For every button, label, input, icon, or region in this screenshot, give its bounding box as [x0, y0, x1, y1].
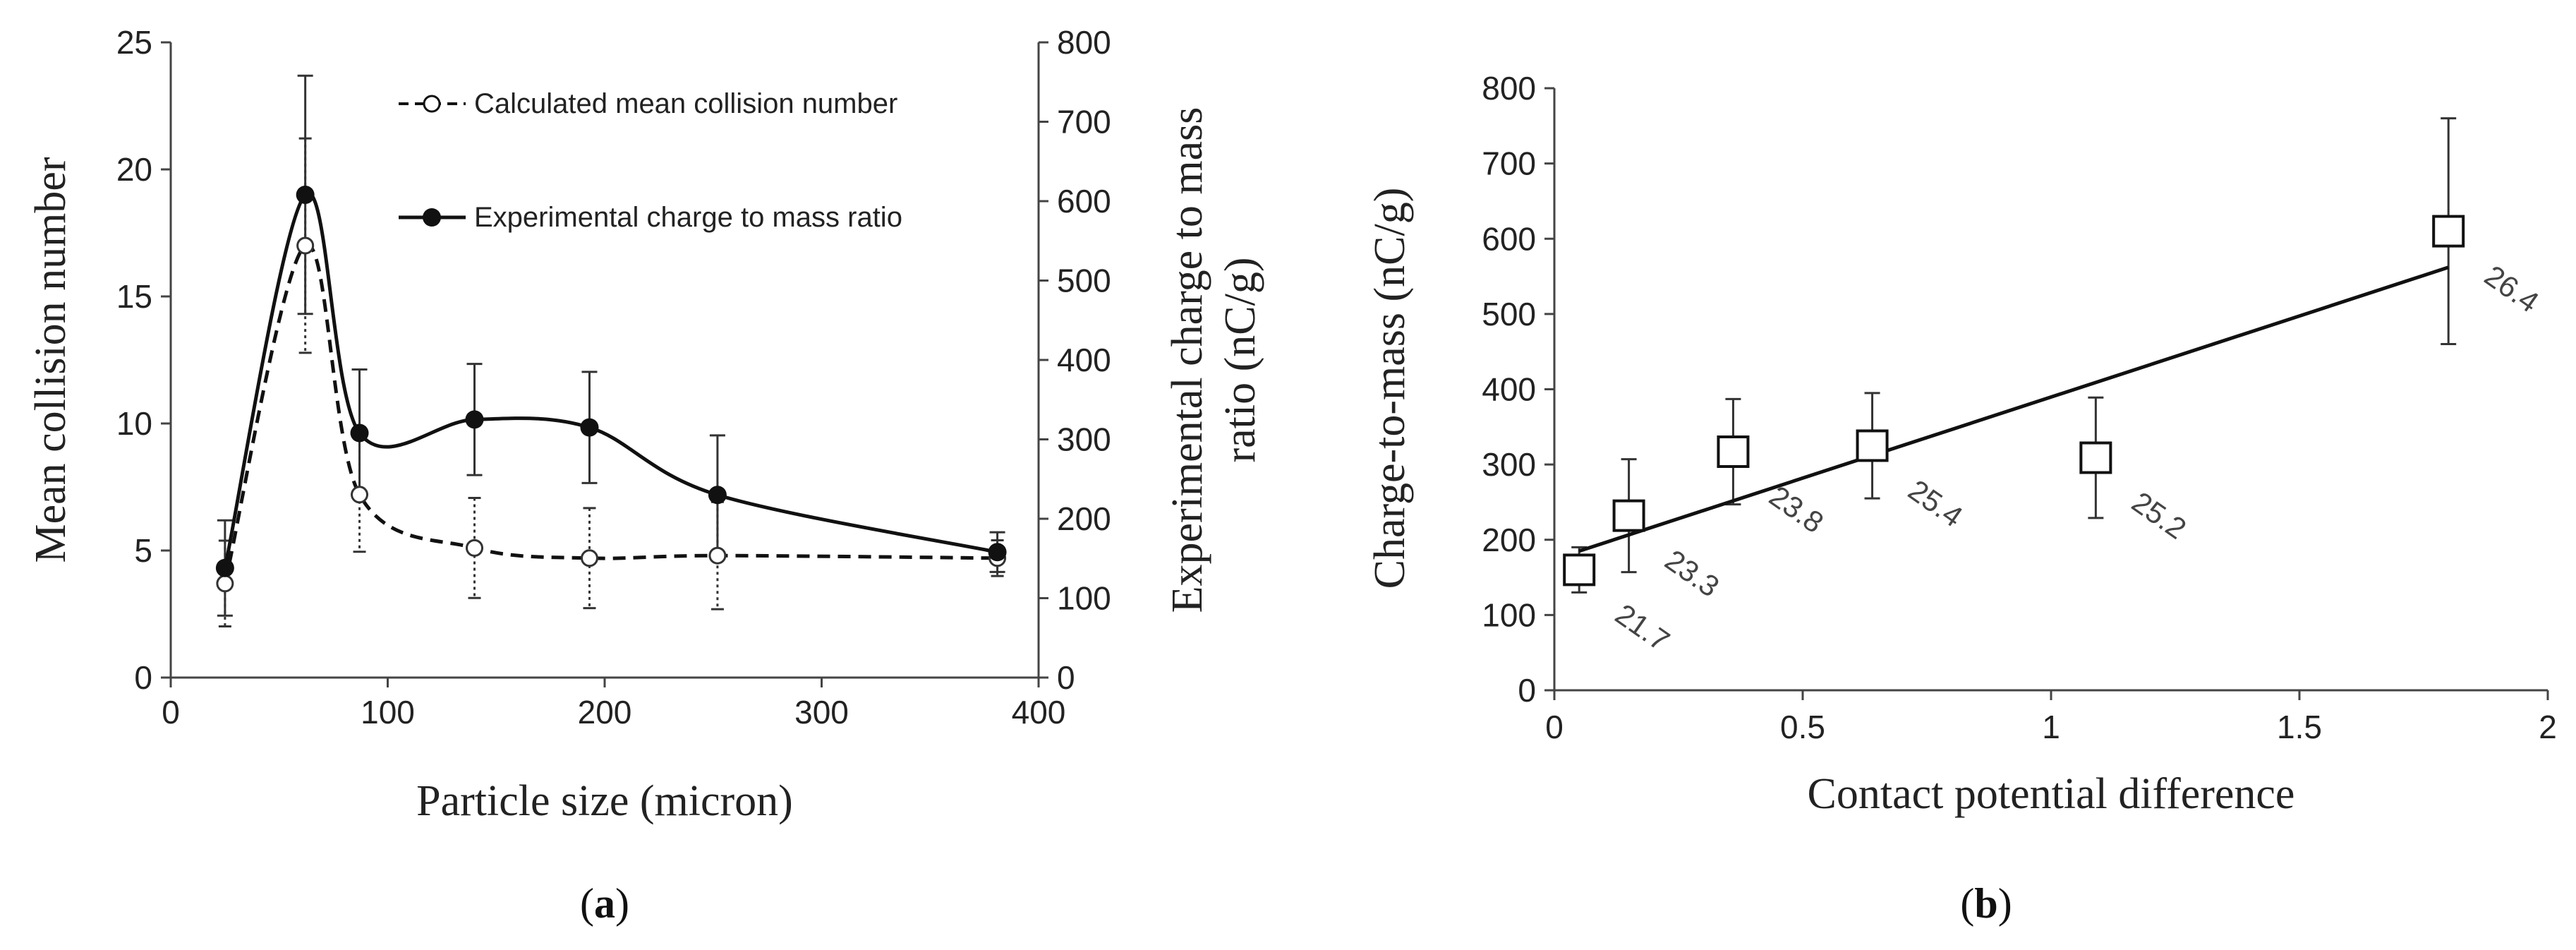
chart-a-x-title: Particle size (micron)	[416, 777, 793, 825]
chart-a-right-tick-label: 300	[1057, 421, 1111, 458]
chart-b-point	[1856, 429, 1889, 462]
legend-label-calculated: Calculated mean collision number	[474, 88, 897, 119]
chart-a-right-tick-label: 600	[1057, 183, 1111, 220]
chart-a-series1-point	[466, 539, 483, 557]
chart-b-point-label: 23.3	[1659, 543, 1725, 603]
chart-b-y-tick-label: 500	[1482, 296, 1536, 332]
legend-marker-calculated	[423, 95, 441, 113]
chart-a-x-tick-label: 0	[162, 694, 180, 730]
chart-b-y-tick-label: 300	[1482, 446, 1536, 483]
chart-a-right-tick-label: 700	[1057, 104, 1111, 140]
chart-a-right-tick-label: 200	[1057, 500, 1111, 537]
chart-b-point-label: 25.4	[1902, 473, 1969, 533]
chart-a-x-tick-label: 200	[578, 694, 632, 730]
panel-label-a: (a)	[580, 880, 629, 927]
chart-b-x-title: Contact potential difference	[1808, 770, 2295, 818]
chart-b-x-tick-label: 0.5	[1780, 709, 1825, 745]
chart-b-x-tick-label: 2	[2539, 709, 2557, 745]
chart-b-point-label: 21.7	[1609, 597, 1676, 657]
chart-b-y-tick-label: 200	[1482, 522, 1536, 558]
chart-b-x-tick-label: 0	[1545, 709, 1564, 745]
chart-a-right-y-title-line2: ratio (nC/g)	[1216, 258, 1264, 463]
chart-b-y-ticks: 0 100 200 300 400 500 600 700 800	[1482, 70, 1554, 709]
chart-a: 0 5 10 15 20 25 0 100 200 300 400 500 600 700 800 0 10…	[27, 24, 1264, 927]
chart-a-right-ticks: 0 100 200 300 400 500 600 700 800	[1039, 24, 1111, 696]
chart-b-errorbars	[1571, 117, 2457, 594]
chart-a-series2-point	[350, 423, 369, 443]
chart-b-point-label: 25.2	[2126, 485, 2192, 545]
chart-a-right-tick-label: 400	[1057, 342, 1111, 378]
chart-a-right-tick-label: 0	[1057, 659, 1075, 696]
chart-b-y-tick-label: 700	[1482, 145, 1536, 182]
chart-a-series1-point	[708, 546, 727, 565]
chart-a-left-tick-label: 20	[116, 151, 152, 188]
chart-b-y-tick-label: 400	[1482, 371, 1536, 408]
chart-b-point-label: 26.4	[2479, 258, 2545, 318]
panel-label-b-letter: b	[1974, 880, 1997, 927]
chart-a-series1-markers	[216, 236, 1007, 593]
chart-a-x-ticks: 0 100 200 300 400	[162, 678, 1065, 730]
chart-a-series1-point	[216, 575, 234, 593]
chart-a-left-tick-label: 25	[116, 24, 152, 61]
chart-a-left-tick-label: 0	[134, 659, 152, 696]
chart-a-right-y-title-line1: Experimental charge to mass	[1163, 107, 1211, 613]
chart-b-point	[2079, 441, 2112, 474]
chart-a-left-ticks: 0 5 10 15 20 25	[116, 24, 171, 696]
chart-a-series2-point	[296, 186, 315, 204]
chart-b-point	[2432, 215, 2465, 248]
chart-a-series1-point	[296, 236, 315, 255]
chart-b-trendline	[1578, 265, 2449, 553]
chart-a-x-tick-label: 300	[794, 694, 849, 730]
chart-a-x-tick-label: 100	[361, 694, 415, 730]
chart-b-y-tick-label: 0	[1518, 672, 1536, 709]
chart-a-series2-point	[708, 486, 727, 505]
chart-b-x-tick-label: 1.5	[2277, 709, 2322, 745]
chart-a-series1-point	[351, 486, 369, 504]
chart-a-series1-point	[580, 549, 598, 567]
chart-a-series2-point	[580, 418, 599, 437]
legend-label-experimental: Experimental charge to mass ratio	[474, 202, 902, 233]
chart-a-right-tick-label: 100	[1057, 580, 1111, 617]
chart-a-series2-point	[465, 410, 484, 429]
chart-a-series2-point	[215, 558, 234, 577]
chart-b-x-ticks: 0 0.5 1 1.5 2	[1545, 690, 2557, 745]
chart-b: 0 100 200 300 400 500 600 700 800 0 0.5 1 1.5 2 21.7…	[1366, 70, 2557, 927]
chart-a-series1-line	[223, 243, 998, 584]
chart-b-y-tick-label: 800	[1482, 70, 1536, 107]
chart-b-x-tick-label: 1	[2042, 709, 2060, 745]
panel-label-b: (b)	[1960, 880, 2012, 927]
chart-a-left-tick-label: 15	[116, 278, 152, 315]
chart-a-series2-line	[223, 191, 998, 569]
chart-a-series2-errorbars	[217, 74, 1005, 617]
chart-b-y-tick-label: 600	[1482, 220, 1536, 257]
chart-b-point	[1612, 499, 1645, 532]
chart-b-y-tick-label: 100	[1482, 596, 1536, 633]
chart-b-point-labels: 21.723.323.8 25.4 25.226.4	[1609, 258, 2545, 657]
chart-a-left-y-title: Mean collision number	[27, 157, 75, 563]
chart-a-left-tick-label: 5	[134, 532, 152, 569]
chart-a-x-tick-label: 400	[1012, 694, 1066, 730]
chart-b-markers	[1563, 215, 2465, 587]
panel-label-a-letter: a	[594, 880, 615, 927]
chart-a-legend: Calculated mean collision number Experim…	[399, 88, 902, 233]
chart-a-series2-point	[988, 543, 1007, 562]
chart-a-left-tick-label: 10	[116, 405, 152, 442]
chart-a-right-tick-label: 500	[1057, 263, 1111, 299]
legend-marker-experimental	[423, 208, 441, 227]
chart-b-point	[1563, 553, 1596, 587]
chart-a-series2-markers	[215, 186, 1007, 577]
chart-b-y-title: Charge-to-mass (nC/g)	[1366, 188, 1414, 589]
chart-b-point	[1717, 435, 1750, 468]
chart-a-right-tick-label: 800	[1057, 24, 1111, 61]
